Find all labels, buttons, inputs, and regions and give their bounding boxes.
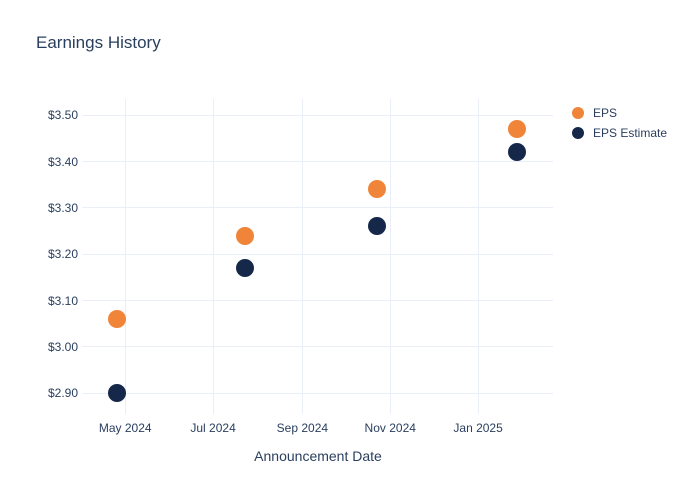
data-point-eps[interactable] (235, 226, 254, 245)
y-gridline (82, 207, 553, 209)
legend-item-eps[interactable]: EPS (572, 103, 667, 123)
x-tick-label: Jan 2025 (453, 421, 503, 435)
x-tick-label: Jul 2024 (190, 421, 236, 435)
y-tick-label: $3.00 (47, 339, 78, 354)
y-gridline (82, 392, 553, 394)
x-gridline (477, 99, 479, 414)
y-gridline (82, 161, 553, 163)
x-gridline (389, 99, 391, 414)
x-axis-title: Announcement Date (254, 448, 382, 464)
y-tick-label: $3.40 (47, 154, 78, 169)
x-tick-label: May 2024 (98, 421, 152, 435)
x-gridline (301, 99, 303, 414)
y-gridline (82, 346, 553, 348)
y-tick-label: $3.30 (47, 200, 78, 215)
y-gridline (82, 253, 553, 255)
data-point-eps-estimate[interactable] (507, 143, 526, 162)
y-tick-label: $2.90 (47, 386, 78, 401)
y-tick-label: $3.20 (47, 247, 78, 262)
y-gridline (82, 300, 553, 301)
x-gridline (124, 99, 126, 414)
legend: EPS EPS Estimate (572, 103, 667, 143)
legend-label: EPS (593, 106, 618, 120)
data-point-eps[interactable] (368, 180, 387, 199)
y-gridline (82, 114, 553, 116)
legend-label: EPS Estimate (593, 126, 668, 140)
data-point-eps[interactable] (507, 120, 526, 139)
chart-title: Earnings History (36, 33, 161, 52)
data-point-eps-estimate[interactable] (107, 384, 126, 403)
x-tick-label: Nov 2024 (364, 421, 416, 435)
x-gridline (212, 99, 214, 414)
legend-marker-eps (572, 107, 584, 119)
legend-marker-eps-estimate (572, 127, 584, 139)
x-tick-label: Sep 2024 (276, 421, 329, 435)
y-tick-label: $3.10 (47, 293, 78, 308)
data-point-eps[interactable] (107, 310, 126, 329)
data-point-eps-estimate[interactable] (368, 217, 387, 236)
legend-item-eps-estimate[interactable]: EPS Estimate (572, 123, 667, 143)
data-point-eps-estimate[interactable] (235, 259, 254, 278)
y-tick-label: $3.50 (47, 108, 78, 123)
